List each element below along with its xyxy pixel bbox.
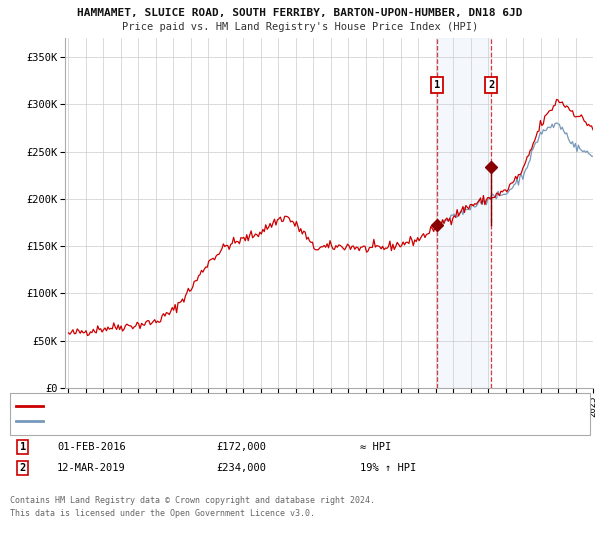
Text: ≈ HPI: ≈ HPI [360,442,391,452]
Text: Contains HM Land Registry data © Crown copyright and database right 2024.: Contains HM Land Registry data © Crown c… [10,496,375,505]
Text: 1: 1 [20,442,26,452]
Text: 19% ↑ HPI: 19% ↑ HPI [360,463,416,473]
Text: HAMMAMET, SLUICE ROAD, SOUTH FERRIBY, BARTON-UPON-HUMBER, DN18 6JD (detache: HAMMAMET, SLUICE ROAD, SOUTH FERRIBY, BA… [47,402,478,410]
Text: £172,000: £172,000 [216,442,266,452]
Text: HPI: Average price, detached house, North Lincolnshire: HPI: Average price, detached house, Nort… [47,417,358,426]
Bar [437,38,491,388]
Text: 1: 1 [434,80,440,90]
Text: 2: 2 [488,80,494,90]
Text: Price paid vs. HM Land Registry's House Price Index (HPI): Price paid vs. HM Land Registry's House … [122,22,478,32]
Text: HAMMAMET, SLUICE ROAD, SOUTH FERRIBY, BARTON-UPON-HUMBER, DN18 6JD: HAMMAMET, SLUICE ROAD, SOUTH FERRIBY, BA… [77,8,523,18]
Text: 01-FEB-2016: 01-FEB-2016 [57,442,126,452]
Text: 2: 2 [20,463,26,473]
Text: 12-MAR-2019: 12-MAR-2019 [57,463,126,473]
Text: This data is licensed under the Open Government Licence v3.0.: This data is licensed under the Open Gov… [10,509,315,518]
Text: £234,000: £234,000 [216,463,266,473]
